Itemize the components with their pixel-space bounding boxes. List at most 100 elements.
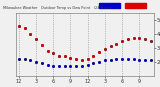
Point [86, 64, 89, 65]
Point [29, 60, 32, 61]
Point [98, 51, 100, 53]
Point [75, 58, 77, 60]
Point [98, 51, 100, 53]
Point [58, 65, 60, 67]
Point [75, 65, 77, 67]
Point [81, 65, 83, 67]
Point [18, 25, 20, 26]
Point [92, 62, 95, 64]
Text: Milwaukee Weather   Outdoor Temp vs Dew Point   (24 Hours): Milwaukee Weather Outdoor Temp vs Dew Po… [3, 6, 113, 10]
Point [121, 58, 123, 60]
Point [144, 60, 146, 61]
Point [144, 60, 146, 61]
Point [109, 46, 112, 47]
Point [138, 37, 140, 39]
Point [92, 56, 95, 57]
Point [115, 43, 118, 44]
Point [23, 58, 26, 60]
Point [64, 65, 66, 67]
Point [46, 64, 49, 65]
Point [23, 28, 26, 29]
Point [52, 65, 55, 67]
Point [121, 40, 123, 42]
Point [98, 61, 100, 62]
Point [40, 62, 43, 64]
Point [23, 28, 26, 29]
Point [132, 58, 135, 60]
Point [64, 56, 66, 57]
Point [40, 44, 43, 46]
Point [132, 37, 135, 39]
Point [46, 50, 49, 51]
Point [132, 58, 135, 60]
Point [35, 39, 37, 40]
Point [127, 39, 129, 40]
Point [52, 53, 55, 54]
Point [75, 58, 77, 60]
Point [64, 65, 66, 67]
Point [144, 39, 146, 40]
Point [23, 58, 26, 60]
Point [132, 37, 135, 39]
Point [81, 65, 83, 67]
Point [127, 39, 129, 40]
Point [104, 60, 106, 61]
Point [46, 64, 49, 65]
Point [35, 61, 37, 62]
Point [18, 25, 20, 26]
Point [18, 58, 20, 60]
Point [81, 60, 83, 61]
Point [29, 33, 32, 35]
Point [23, 58, 26, 60]
Point [69, 65, 72, 67]
Point [29, 60, 32, 61]
Point [149, 60, 152, 61]
Point [104, 49, 106, 50]
Point [115, 58, 118, 60]
Point [109, 60, 112, 61]
Point [104, 49, 106, 50]
Point [46, 50, 49, 51]
Point [64, 65, 66, 67]
Point [58, 65, 60, 67]
Point [58, 56, 60, 57]
Point [86, 58, 89, 60]
Point [29, 33, 32, 35]
Point [81, 60, 83, 61]
Point [138, 60, 140, 61]
Point [86, 64, 89, 65]
Point [64, 56, 66, 57]
Point [115, 58, 118, 60]
Point [149, 60, 152, 61]
Point [69, 65, 72, 67]
Point [40, 44, 43, 46]
Point [92, 62, 95, 64]
Point [144, 39, 146, 40]
Point [132, 37, 135, 39]
Point [132, 58, 135, 60]
Point [81, 65, 83, 67]
Point [104, 49, 106, 50]
Point [104, 60, 106, 61]
Point [52, 65, 55, 67]
Point [149, 40, 152, 42]
Point [58, 65, 60, 67]
Point [138, 37, 140, 39]
Point [149, 40, 152, 42]
Point [86, 58, 89, 60]
Point [127, 58, 129, 60]
Point [92, 56, 95, 57]
Point [109, 60, 112, 61]
Point [98, 61, 100, 62]
Point [46, 50, 49, 51]
Point [40, 62, 43, 64]
Point [115, 43, 118, 44]
Point [98, 61, 100, 62]
Point [98, 51, 100, 53]
Point [115, 43, 118, 44]
Point [109, 60, 112, 61]
Point [35, 39, 37, 40]
Point [149, 60, 152, 61]
Point [64, 56, 66, 57]
Point [115, 58, 118, 60]
